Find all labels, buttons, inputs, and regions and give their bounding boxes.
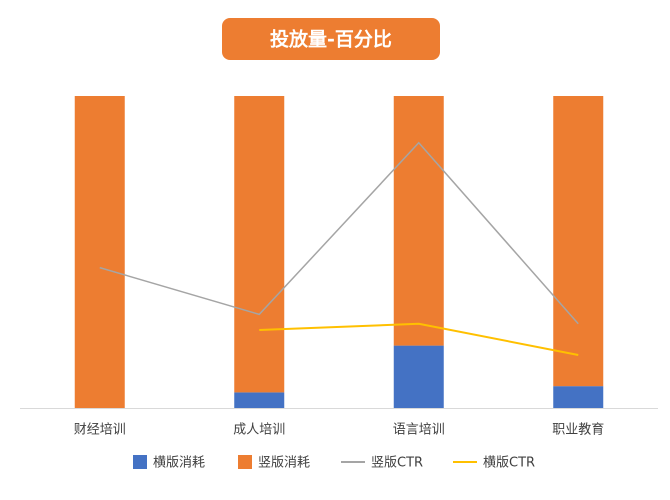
title-box <box>222 18 440 60</box>
line <box>99 141 579 325</box>
bar-segment <box>553 386 604 408</box>
x-tick-label: 财经培训 <box>74 422 126 438</box>
x-tick-label: 成人培训 <box>233 422 285 438</box>
legend-label: 竖版消耗 <box>258 456 310 471</box>
legend-label: 横版CTR <box>483 456 535 471</box>
bar-segment <box>393 96 444 346</box>
bar-segment <box>74 96 125 408</box>
x-tick-label: 语言培训 <box>393 422 445 438</box>
legend-label: 竖版CTR <box>371 456 423 471</box>
line <box>259 322 579 356</box>
bar-segment <box>393 345 444 408</box>
x-tick-label: 职业教育 <box>552 422 604 438</box>
legend-label: 横版消耗 <box>153 456 205 471</box>
chart-title: 投放量-百分比 <box>270 28 392 51</box>
bar-segment <box>553 96 604 387</box>
bar-segment <box>234 392 285 408</box>
bar-segment <box>234 96 285 393</box>
legend-swatch <box>133 455 147 469</box>
legend-swatch <box>238 455 252 469</box>
